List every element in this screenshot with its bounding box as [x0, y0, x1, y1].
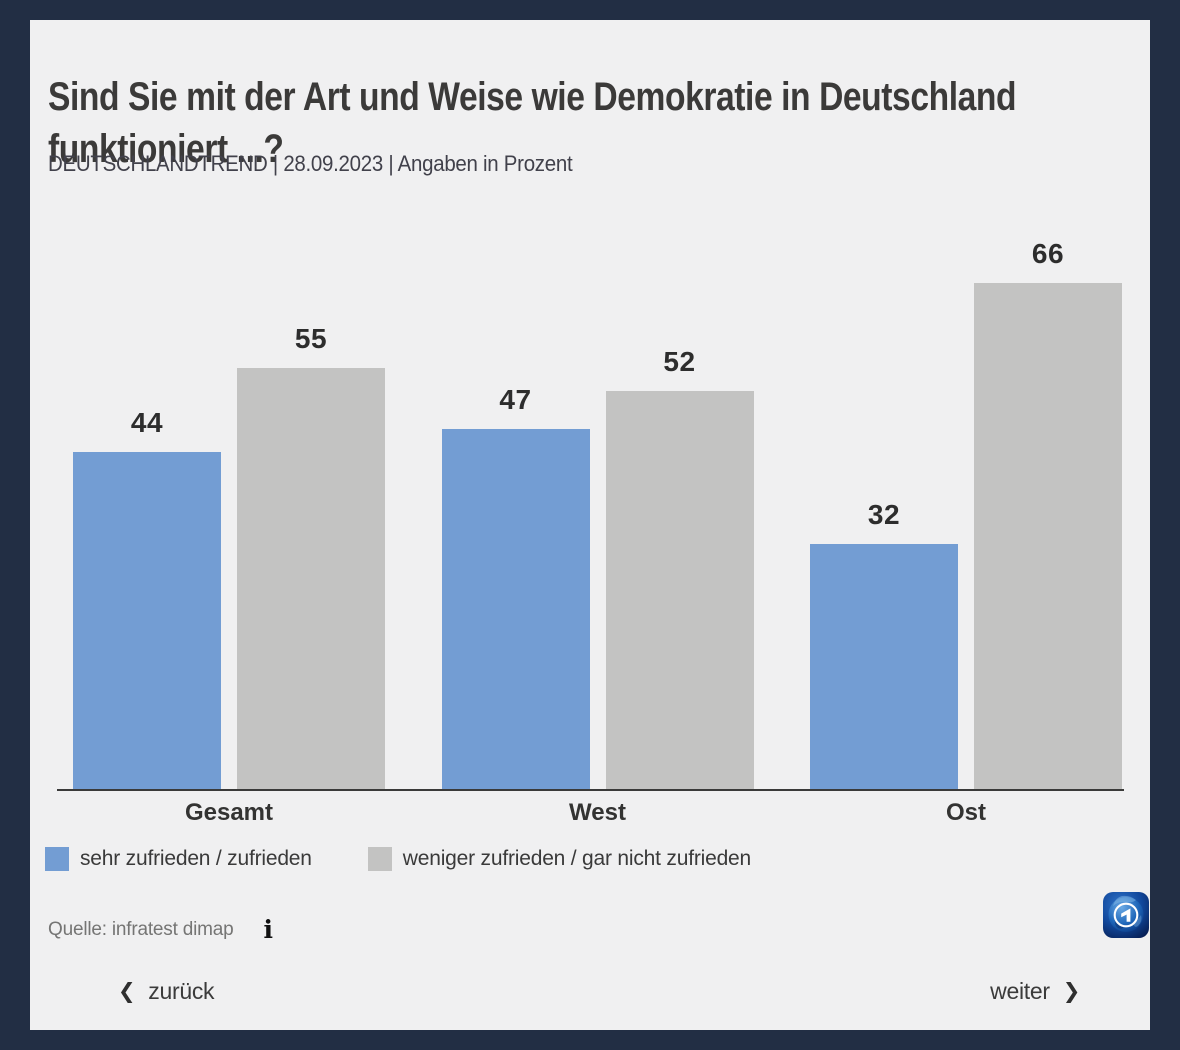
bar-group-ost: 32 66 Ost: [810, 220, 1122, 826]
next-button[interactable]: weiter ❯: [990, 978, 1080, 1005]
bar-value-label: 47: [499, 384, 532, 415]
bar-gesamt-series-0: [73, 452, 221, 790]
subtitle: DEUTSCHLANDTREND | 28.09.2023 | Angaben …: [48, 151, 573, 176]
legend-swatch-blue: [45, 847, 69, 871]
axis-label-west: West: [569, 799, 626, 826]
bar-west-series-1: [605, 391, 754, 790]
legend-label: weniger zufrieden / gar nicht zufrieden: [402, 847, 752, 870]
bar-value-label: 66: [1031, 238, 1065, 269]
info-icon[interactable]: i: [263, 915, 274, 944]
bar-west-series-0: [441, 429, 590, 790]
source-label: Quelle: infratest dimap: [48, 918, 234, 940]
legend-item-zufrieden: sehr zufrieden / zufrieden: [45, 847, 312, 871]
back-label: zurück: [148, 978, 215, 1004]
bar-group-west: 47 52 West: [441, 220, 754, 826]
bar-value-label: 44: [130, 407, 164, 438]
bar-value-label: 55: [294, 323, 328, 354]
bar-chart: 44 55 Gesamt 47 52 West 32 66 Ost: [57, 220, 1124, 826]
legend: sehr zufrieden / zufrieden weniger zufri…: [45, 847, 751, 871]
legend-item-nicht-zufrieden: weniger zufrieden / gar nicht zufrieden: [367, 847, 752, 871]
bar-group-gesamt: 44 55 Gesamt: [73, 220, 385, 826]
bar-value-label: 52: [663, 346, 696, 377]
legend-label: sehr zufrieden / zufrieden: [80, 847, 312, 870]
x-axis-line: [57, 789, 1124, 791]
pagination-nav: ❮ zurück weiter ❯: [30, 978, 1150, 1018]
chevron-right-icon: ❯: [1062, 980, 1081, 1003]
page-title: Sind Sie mit der Art und Weise wie Demok…: [48, 74, 1017, 171]
card: Sind Sie mit der Art und Weise wie Demok…: [30, 20, 1150, 1030]
ard-globe-logo: [1103, 892, 1149, 938]
axis-label-ost: Ost: [945, 799, 986, 826]
bar-ost-series-0: [810, 544, 958, 790]
back-button[interactable]: ❮ zurück: [118, 978, 215, 1005]
bar-ost-series-1: [974, 283, 1122, 790]
source-row: Quelle: infratest dimap i: [48, 917, 273, 942]
axis-label-gesamt: Gesamt: [184, 799, 274, 826]
bar-value-label: 32: [867, 499, 901, 530]
next-label: weiter: [990, 978, 1050, 1004]
bar-gesamt-series-1: [237, 368, 385, 790]
legend-swatch-gray: [367, 847, 392, 871]
chevron-left-icon: ❮: [118, 980, 136, 1003]
